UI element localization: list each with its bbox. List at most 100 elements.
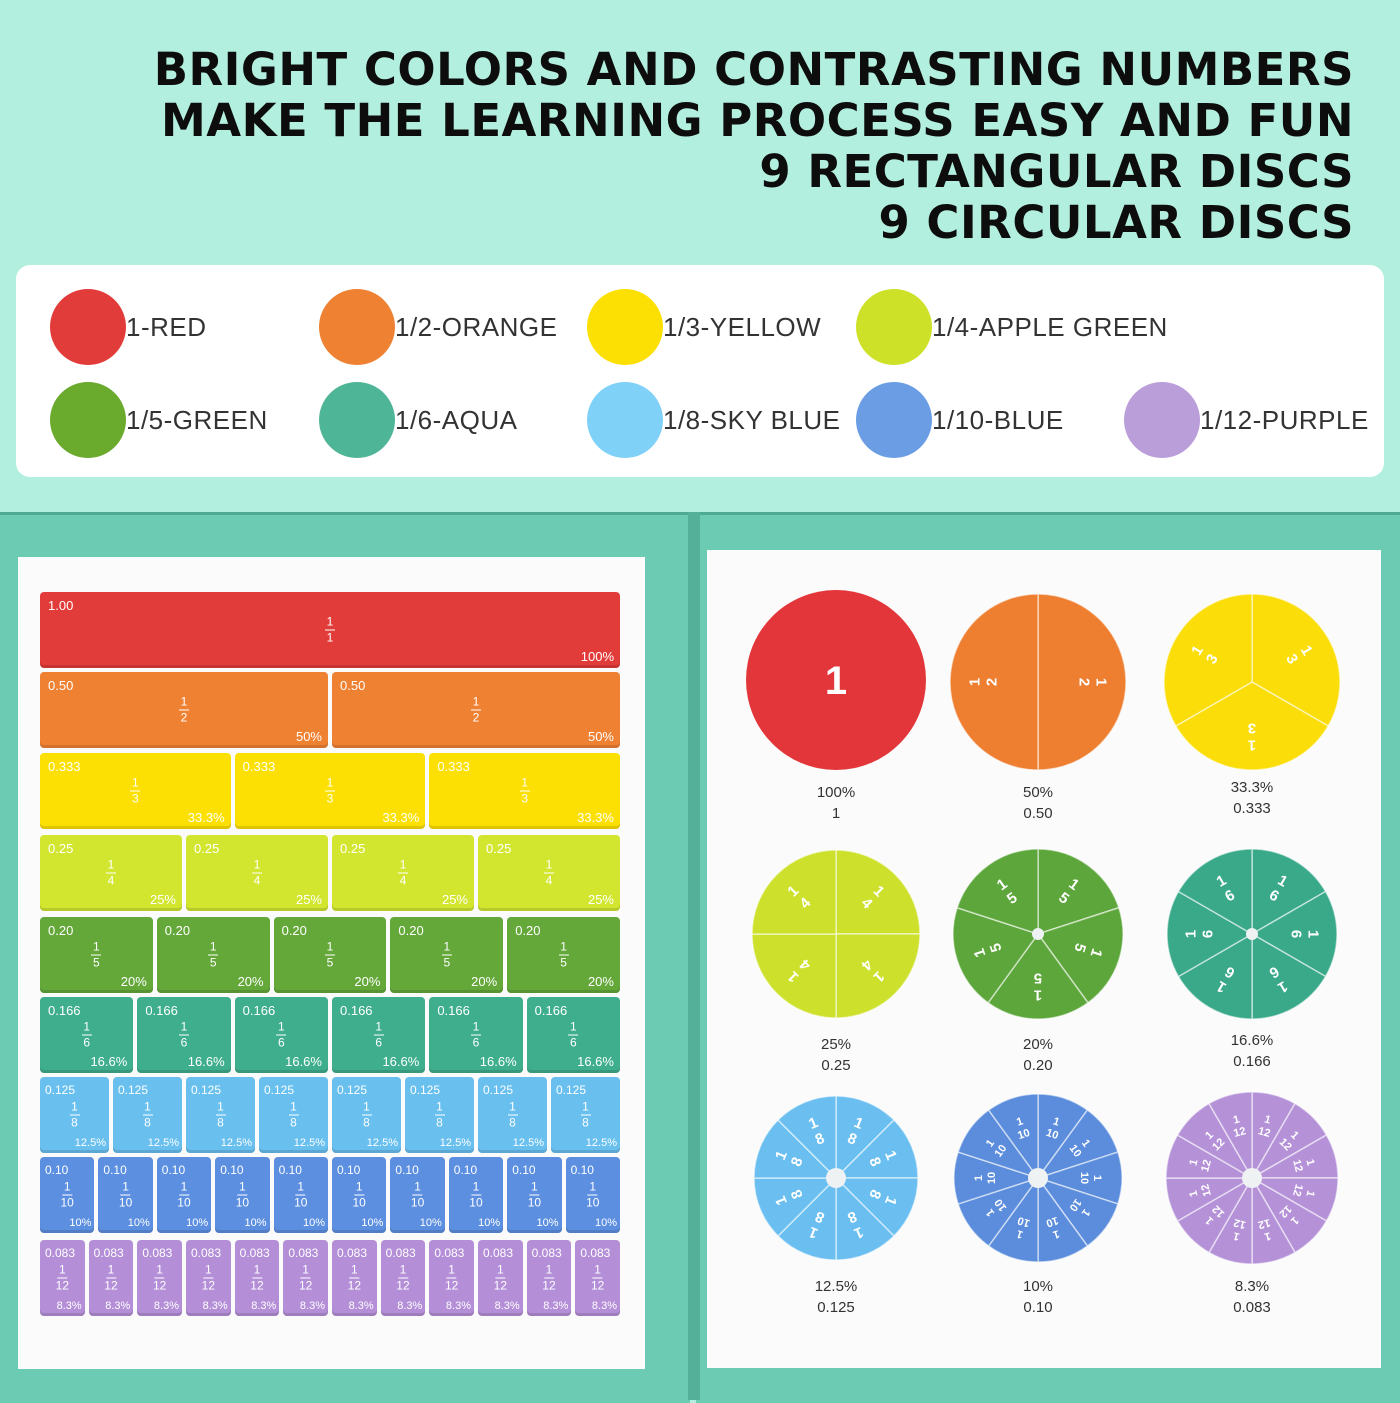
bar-numerator: 1 — [560, 939, 567, 954]
fraction-line — [215, 1114, 226, 1116]
disc-denominator: 10 — [1016, 1214, 1031, 1229]
disc-percent: 16.6% — [1230, 1032, 1274, 1049]
fraction-bar-tile: 0.125 1 8 12.5% — [186, 1077, 255, 1153]
legend-item-yellow: 1/3-YELLOW — [587, 289, 821, 365]
fraction-line — [373, 1034, 384, 1036]
disc-sector — [1250, 890, 1338, 978]
fraction-bar-tile: 0.083 1 12 8.3% — [332, 1240, 377, 1316]
fraction-line — [120, 1194, 131, 1196]
fraction-line — [154, 1277, 165, 1279]
legend-label: 1/3-YELLOW — [663, 311, 822, 342]
disc-denominator: 10 — [1016, 1127, 1031, 1142]
fraction-bar-tile: 0.166 1 6 16.6% — [137, 997, 231, 1073]
disc-numerator: 1 — [1303, 1158, 1316, 1167]
fraction-line — [251, 1277, 262, 1279]
fraction-bar-tile: 0.25 1 4 25% — [332, 835, 474, 911]
bar-percent: 16.6% — [382, 1054, 420, 1069]
disc-caption: 100% 1 — [776, 782, 896, 824]
headline-line-4: 9 CIRCULAR DISCS — [878, 196, 1354, 249]
bar-fraction: 1 12 — [104, 1263, 117, 1293]
bar-numerator: 1 — [290, 1099, 297, 1114]
bar-numerator: 1 — [521, 775, 528, 790]
bar-decimal: 0.083 — [337, 1246, 368, 1260]
bar-decimal: 0.166 — [48, 1003, 81, 1018]
bar-percent: 20% — [354, 974, 381, 989]
bar-decimal: 0.083 — [483, 1246, 514, 1260]
disc-numerator: 1 — [1263, 1229, 1272, 1242]
fraction-line — [397, 1277, 408, 1279]
disc-sector — [753, 1118, 838, 1179]
bar-denominator: 4 — [545, 873, 553, 888]
bar-decimal: 0.125 — [337, 1083, 368, 1097]
bar-percent: 8.3% — [591, 1300, 617, 1312]
fraction-bar-tile: 0.10 1 10 10% — [273, 1157, 328, 1233]
green-dot — [50, 382, 126, 458]
disc-sector — [956, 848, 1039, 936]
disc-denominator: 10 — [986, 1172, 998, 1184]
disc-caption: 50% 0.50 — [978, 782, 1098, 824]
bar-fraction: 1 12 — [494, 1263, 507, 1293]
disc-caption: 8.3% 0.083 — [1192, 1276, 1312, 1318]
bar-percent: 10% — [127, 1217, 150, 1229]
fraction-line — [529, 1194, 540, 1196]
bar-numerator: 1 — [399, 857, 407, 872]
legend-label: 1/8-SKY BLUE — [663, 404, 841, 435]
headline: BRIGHT COLORS AND CONTRASTING NUMBERS MA… — [154, 44, 1354, 248]
bar-denominator: 10 — [469, 1195, 483, 1210]
bar-numerator: 1 — [375, 1019, 382, 1034]
disc-denominator: 10 — [1044, 1214, 1059, 1229]
disc-sector — [746, 590, 926, 770]
bar-numerator: 1 — [302, 1262, 309, 1277]
disc-caption: 16.6% 0.166 — [1192, 1030, 1312, 1072]
apple-green-dot — [856, 289, 932, 365]
bar-decimal: 0.083 — [385, 1246, 416, 1260]
disc-denominator: 6 — [1200, 930, 1217, 938]
bar-percent: 16.6% — [479, 1054, 517, 1069]
bar-denominator: 6 — [180, 1035, 188, 1050]
bar-denominator: 10 — [410, 1195, 425, 1210]
fraction-line — [288, 1114, 299, 1116]
bar-decimal: 0.10 — [103, 1163, 127, 1177]
fraction-bar-tile: 0.50 1 2 50% — [332, 672, 620, 748]
fraction-bar-tile: 0.083 1 12 8.3% — [526, 1240, 572, 1316]
fraction-bar-tile: 0.083 1 12 8.3% — [88, 1240, 134, 1316]
bar-numerator: 1 — [63, 1179, 71, 1194]
bar-decimal: 0.083 — [142, 1246, 173, 1260]
disc-sector — [1163, 593, 1253, 728]
disc-numerator: 1 — [1187, 1158, 1200, 1167]
fraction-line — [62, 1194, 73, 1196]
fraction-bar-tile: 0.166 1 6 16.6% — [429, 997, 523, 1073]
fraction-bar-tile: 0.10 1 10 10% — [156, 1157, 212, 1233]
legend-label: 1/2-ORANGE — [395, 311, 558, 342]
bar-numerator: 1 — [594, 1262, 601, 1277]
bar-numerator: 1 — [180, 1179, 188, 1194]
rectangular-bars-board: 1.00 1 1 100% 0.50 1 2 50% 0.50 1 2 50% 0.333 1 3 33.3%… — [18, 557, 645, 1369]
fraction-bar-tile: 0.333 1 3 33.3% — [429, 753, 620, 829]
disc-label: 1 — [825, 659, 847, 703]
bar-percent: 12.5% — [512, 1137, 544, 1149]
bar-fraction: 1 12 — [299, 1262, 312, 1293]
bar-numerator: 1 — [253, 1262, 261, 1277]
disc-decimal: 0.20 — [1023, 1057, 1053, 1074]
disc-denominator: 12 — [1290, 1183, 1305, 1198]
fraction-line — [470, 1194, 481, 1196]
bar-percent: 50% — [295, 729, 322, 744]
bar-decimal: 0.10 — [220, 1163, 244, 1177]
bar-denominator: 8 — [217, 1115, 224, 1130]
bar-denominator: 12 — [250, 1278, 264, 1293]
fraction-bar-tile: 0.166 1 6 16.6% — [234, 997, 328, 1073]
fraction-bar-tile: 0.25 1 4 25% — [40, 835, 182, 911]
bar-denominator: 3 — [131, 791, 139, 806]
bar-numerator: 1 — [204, 1262, 212, 1277]
disc-sector — [751, 933, 837, 1019]
